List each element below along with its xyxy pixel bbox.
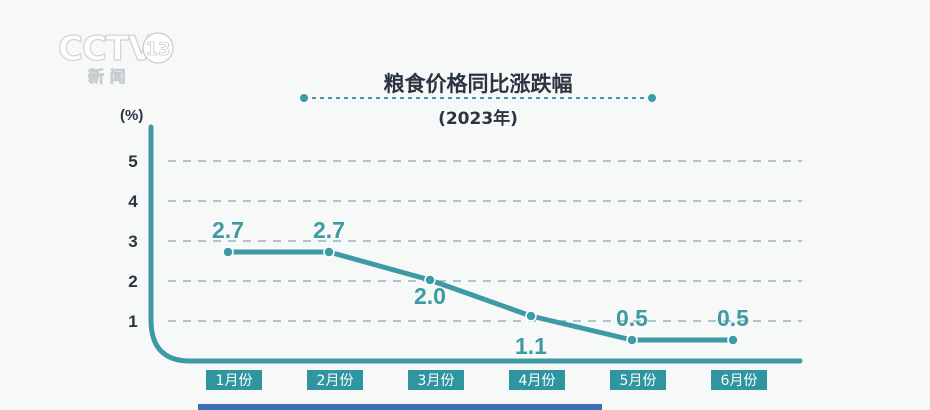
data-point [222, 246, 234, 258]
chart-subtitle: (2023年) [438, 108, 518, 129]
logo-number-badge [142, 32, 174, 64]
x-label-text: 3月份 [418, 373, 455, 389]
x-label-text: 1月份 [216, 373, 253, 389]
title-dot-right [648, 94, 656, 102]
cctv-logo: CCTV 13 新 闻 [57, 28, 174, 86]
y-tick-label: 2 [128, 272, 137, 291]
x-label-box [610, 370, 666, 390]
data-label: 0.5 [616, 305, 648, 331]
title-dot-left [300, 94, 308, 102]
data-label: 1.1 [515, 333, 547, 359]
x-label-box [509, 370, 565, 390]
series-line [225, 249, 736, 343]
x-category-labels: 1月份 2月份 3月份 4月份 5月份 6月份 [206, 370, 767, 390]
y-axis-unit: (%) [120, 107, 143, 124]
x-category-label: 4月份 [509, 370, 565, 390]
data-label: 2.0 [414, 283, 446, 309]
logo-main-text: CCTV [58, 29, 155, 69]
grid-lines [168, 160, 802, 322]
x-label-box [711, 370, 767, 390]
logo-number-text: 13 [145, 39, 170, 60]
logo-sub-text: 新 闻 [88, 67, 126, 86]
y-tick-label: 3 [128, 232, 137, 251]
series-line-group [225, 249, 736, 343]
axis-line [148, 124, 803, 364]
data-label: 2.7 [313, 217, 345, 243]
data-points [222, 246, 739, 346]
y-tick-label: 1 [128, 312, 137, 331]
y-tick-label: 5 [128, 152, 137, 171]
x-label-box [206, 370, 262, 390]
x-label-text: 2月份 [317, 373, 354, 389]
data-labels: 2.7 2.7 2.0 1.1 0.5 0.5 [212, 217, 749, 359]
x-label-text: 6月份 [721, 373, 758, 389]
y-tick-label: 4 [128, 192, 138, 211]
x-label-box [408, 370, 464, 390]
x-category-label: 3月份 [408, 370, 464, 390]
chart-title: 粮食价格同比涨跌幅 [384, 72, 573, 96]
data-point [424, 274, 436, 286]
x-label-text: 5月份 [620, 373, 657, 389]
data-label: 2.7 [212, 217, 244, 243]
x-label-text: 4月份 [519, 373, 556, 389]
x-category-label: 2月份 [307, 370, 363, 390]
x-category-label: 5月份 [610, 370, 666, 390]
data-point [727, 334, 739, 346]
data-label: 0.5 [717, 305, 749, 331]
data-point [525, 310, 537, 322]
data-point [323, 246, 335, 258]
x-category-label: 6月份 [711, 370, 767, 390]
bottom-strip [198, 404, 602, 410]
x-category-label: 1月份 [206, 370, 262, 390]
y-tick-labels: 1 2 3 4 5 [128, 152, 138, 331]
data-point [626, 334, 638, 346]
x-label-box [307, 370, 363, 390]
